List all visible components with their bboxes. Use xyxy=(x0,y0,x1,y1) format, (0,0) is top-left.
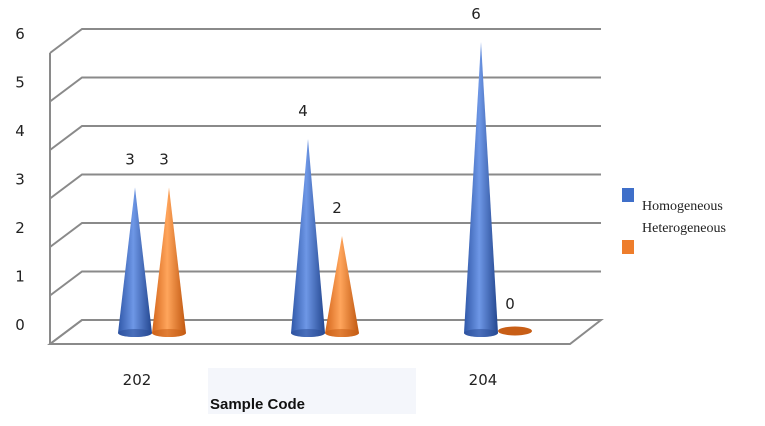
cone-base xyxy=(118,329,152,337)
legend-swatch xyxy=(622,240,634,254)
cone-204-homogeneous xyxy=(464,42,498,337)
gridline xyxy=(49,28,601,54)
legend: Homogeneous Heterogeneous xyxy=(622,188,726,254)
cone-body xyxy=(325,236,359,337)
data-label: 0 xyxy=(505,295,515,313)
cone-202-heterogeneous xyxy=(152,187,186,337)
legend-label: Homogeneous xyxy=(642,199,723,214)
cone-203-heterogeneous xyxy=(325,236,359,337)
cone-203-homogeneous xyxy=(291,139,325,337)
x-axis-title: Sample Code xyxy=(210,396,305,413)
y-tick-label: 0 xyxy=(15,316,25,334)
y-tick-label: 6 xyxy=(15,25,25,43)
data-label: 3 xyxy=(125,151,135,169)
gridline xyxy=(49,173,601,200)
cone-body xyxy=(291,139,325,337)
y-tick-label: 2 xyxy=(15,219,25,237)
legend-label: Heterogeneous xyxy=(642,221,726,236)
y-tick-label: 3 xyxy=(15,171,25,189)
gridlines xyxy=(49,28,601,345)
gridline xyxy=(49,76,601,103)
cone-base xyxy=(152,329,186,337)
data-label: 4 xyxy=(298,102,308,120)
cone-204-heterogeneous xyxy=(498,326,532,336)
x-axis-title-background xyxy=(208,368,416,414)
cone-base xyxy=(325,329,359,337)
y-axis-ticks: 0 1 2 3 4 5 6 xyxy=(15,25,25,334)
gridline xyxy=(49,222,601,248)
data-label: 3 xyxy=(159,151,169,169)
gridline xyxy=(49,270,601,297)
x-category-label: 204 xyxy=(469,371,498,389)
data-label: 2 xyxy=(332,199,342,217)
y-tick-label: 4 xyxy=(15,122,25,140)
data-label: 6 xyxy=(471,5,481,23)
legend-swatch xyxy=(622,188,634,202)
cone-body xyxy=(118,187,152,337)
y-tick-label: 5 xyxy=(15,74,25,92)
cone-flat-base xyxy=(498,326,532,336)
gridline xyxy=(49,319,601,345)
cone-body xyxy=(464,42,498,337)
gridline xyxy=(49,125,601,151)
y-tick-label: 1 xyxy=(15,268,25,286)
data-labels: 3 3 4 2 6 0 xyxy=(125,5,515,313)
x-category-label: 202 xyxy=(123,371,152,389)
cone-base xyxy=(291,329,325,337)
cone-base xyxy=(464,329,498,337)
cone-series xyxy=(118,42,532,337)
cone-body xyxy=(152,187,186,337)
cone-202-homogeneous xyxy=(118,187,152,337)
